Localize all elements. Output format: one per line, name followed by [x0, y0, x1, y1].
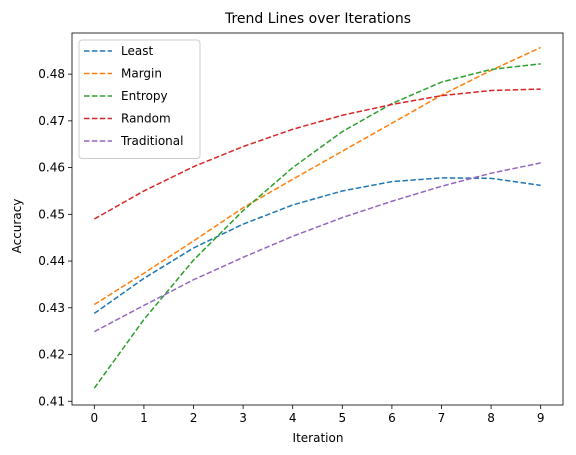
- x-tick-label: 1: [140, 411, 148, 425]
- x-tick-label: 5: [338, 411, 346, 425]
- plot-lines: [93, 46, 541, 389]
- y-tick-label: 0.43: [38, 301, 65, 315]
- y-tick-label: 0.45: [38, 207, 65, 221]
- y-tick-label: 0.44: [38, 254, 65, 268]
- legend-label: Margin: [121, 67, 162, 81]
- series-line-traditional: [93, 162, 541, 333]
- series-line-margin: [93, 46, 541, 306]
- y-tick-label: 0.48: [38, 67, 65, 81]
- x-axis: 0 1 2 3 4 5 6 7 8 9: [90, 405, 545, 425]
- x-tick-label: 4: [289, 411, 297, 425]
- y-axis: 0.41 0.42 0.43 0.44 0.45 0.46 0.47 0.48: [38, 67, 72, 408]
- y-tick-label: 0.46: [38, 161, 65, 175]
- x-tick-label: 9: [537, 411, 545, 425]
- legend-label: Entropy: [121, 89, 168, 103]
- legend-label: Least: [121, 44, 153, 58]
- x-tick-label: 7: [438, 411, 446, 425]
- y-tick-label: 0.41: [38, 394, 65, 408]
- x-tick-label: 6: [388, 411, 396, 425]
- x-tick-label: 2: [190, 411, 198, 425]
- legend: Least Margin Entropy Random Traditional: [78, 39, 201, 159]
- plot-frame: [71, 32, 564, 406]
- legend-box: [78, 39, 201, 159]
- legend-label: Traditional: [120, 134, 183, 148]
- x-tick-label: 0: [90, 411, 98, 425]
- x-tick-label: 8: [487, 411, 495, 425]
- y-tick-label: 0.42: [38, 348, 65, 362]
- y-axis-label: Accuracy: [10, 199, 24, 254]
- series-line-entropy: [93, 63, 541, 389]
- chart-title: Trend Lines over Iterations: [224, 11, 411, 27]
- series-line-random: [93, 88, 541, 220]
- x-tick-label: 3: [239, 411, 247, 425]
- legend-label: Random: [121, 112, 171, 126]
- y-tick-label: 0.47: [38, 114, 65, 128]
- series-line-least: [93, 177, 541, 315]
- x-axis-label: Iteration: [293, 431, 344, 445]
